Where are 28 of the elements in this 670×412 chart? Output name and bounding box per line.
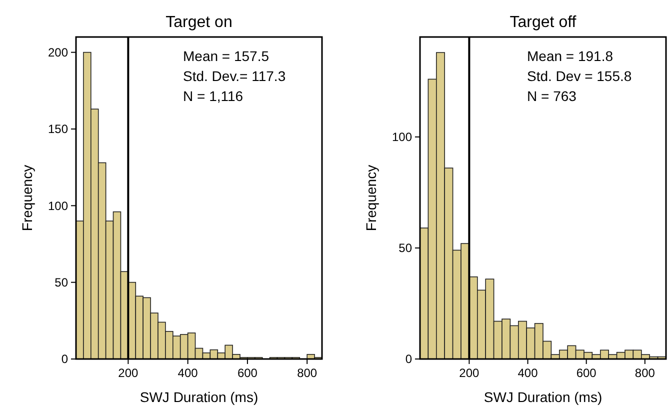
y-tick-label: 100 (48, 198, 68, 213)
y-tick-label: 50 (54, 276, 68, 290)
x-tick-label: 600 (237, 366, 258, 380)
x-tick-label: 800 (297, 366, 318, 380)
chart-title: Target on (166, 14, 232, 31)
annotation: Std. Dev = 155.8 (527, 68, 632, 84)
x-tick-label: 200 (118, 366, 139, 380)
annotation: Mean = 191.8 (527, 48, 614, 64)
y-axis-title: Frequency (363, 164, 379, 232)
annotation: Mean = 157.5 (183, 48, 270, 64)
x-axis-title: SWJ Duration (ms) (140, 389, 258, 405)
x-axis-title: SWJ Duration (ms) (484, 389, 602, 405)
annotation: N = 1,116 (183, 88, 244, 104)
y-tick-label: 150 (48, 122, 68, 136)
x-tick-label: 400 (518, 366, 538, 380)
annotation: N = 763 (527, 88, 577, 104)
y-tick-label: 50 (398, 241, 412, 256)
x-tick-label: 400 (178, 366, 198, 380)
y-tick-label: 0 (405, 352, 412, 366)
y-tick-label: 100 (392, 130, 412, 144)
x-tick-label: 800 (634, 366, 656, 380)
y-tick-label: 200 (48, 46, 68, 60)
y-tick-label: 0 (61, 352, 68, 366)
x-tick-label: 200 (459, 366, 480, 380)
y-axis-title: Frequency (19, 164, 35, 232)
annotation: Std. Dev.= 117.3 (183, 68, 286, 84)
chart-title: Target off (510, 14, 577, 31)
x-tick-label: 600 (576, 366, 597, 380)
